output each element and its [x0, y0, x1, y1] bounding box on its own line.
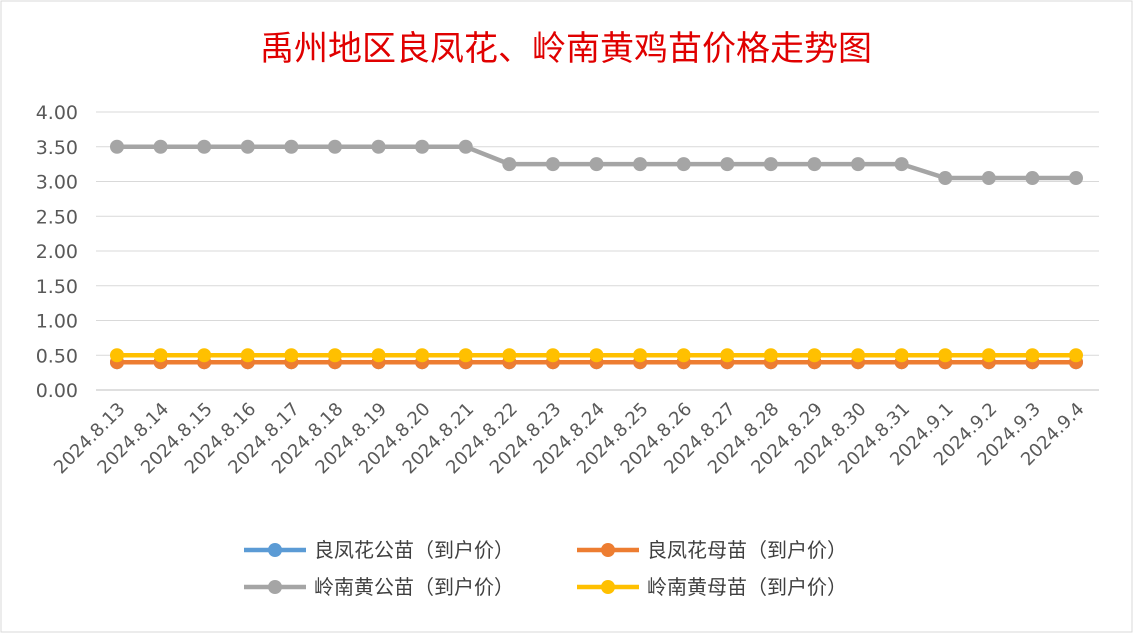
data-point — [197, 139, 212, 154]
data-point — [938, 171, 953, 186]
data-point — [676, 348, 691, 363]
data-point — [240, 139, 255, 154]
data-point — [1069, 171, 1083, 186]
data-point — [502, 348, 517, 363]
y-tick-label: 0.00 — [36, 380, 78, 402]
data-point — [589, 157, 604, 172]
series-line — [110, 139, 1083, 186]
chart-title: 禹州地区良凤花、岭南黄鸡苗价格走势图 — [260, 29, 872, 69]
data-point — [938, 348, 953, 363]
data-point — [327, 348, 342, 363]
legend-item: 良凤花母苗（到户价） — [577, 538, 847, 562]
legend-swatch-marker — [268, 543, 282, 557]
data-point — [284, 139, 299, 154]
data-point — [327, 139, 342, 154]
data-point — [371, 348, 386, 363]
data-point — [981, 348, 996, 363]
legend-swatch-marker — [601, 543, 615, 557]
data-point — [589, 348, 604, 363]
legend: 良凤花公苗（到户价） 良凤花母苗（到户价） 岭南黄公苗（到户价） 岭南黄母苗（到户价） — [244, 538, 847, 599]
data-point — [1025, 171, 1040, 186]
data-point — [851, 157, 866, 172]
data-point — [763, 348, 778, 363]
data-point — [240, 348, 255, 363]
data-point — [807, 157, 822, 172]
data-point — [851, 348, 866, 363]
y-tick-label: 2.50 — [36, 206, 78, 228]
legend-swatch-marker — [601, 580, 615, 594]
data-point — [676, 157, 691, 172]
data-point — [458, 348, 473, 363]
data-point — [502, 157, 517, 172]
data-point — [807, 348, 822, 363]
y-tick-label: 2.00 — [36, 241, 78, 263]
data-point — [763, 157, 778, 172]
data-point — [110, 348, 124, 363]
legend-label: 岭南黄公苗（到户价） — [314, 575, 514, 599]
data-point — [633, 157, 648, 172]
y-tick-label: 1.00 — [36, 311, 78, 333]
y-tick-label: 1.50 — [36, 276, 78, 298]
data-point — [197, 348, 212, 363]
legend-item: 良凤花公苗（到户价） — [244, 538, 514, 562]
series-layer — [110, 139, 1083, 370]
data-point — [720, 348, 735, 363]
data-point — [545, 348, 560, 363]
y-tick-label: 3.00 — [36, 172, 78, 194]
data-point — [153, 139, 168, 154]
data-point — [153, 348, 168, 363]
data-point — [894, 157, 909, 172]
data-point — [415, 139, 430, 154]
y-tick-label: 0.50 — [36, 345, 78, 367]
y-tick-label: 4.00 — [36, 102, 78, 124]
data-point — [415, 348, 430, 363]
legend-label: 良凤花公苗（到户价） — [314, 538, 514, 562]
y-tick-label: 3.50 — [36, 137, 78, 159]
data-point — [110, 139, 124, 154]
data-point — [458, 139, 473, 154]
data-point — [1025, 348, 1040, 363]
data-point — [981, 171, 996, 186]
series-line — [110, 348, 1083, 363]
legend-label: 良凤花母苗（到户价） — [647, 538, 847, 562]
data-point — [894, 348, 909, 363]
data-point — [720, 157, 735, 172]
data-point — [633, 348, 648, 363]
legend-swatch-marker — [268, 580, 282, 594]
data-point — [1069, 348, 1083, 363]
data-point — [545, 157, 560, 172]
y-axis-ticks: 0.00 0.50 1.00 1.50 2.00 2.50 3.00 3.50 4.00 — [36, 102, 78, 402]
data-point — [284, 348, 299, 363]
data-point — [371, 139, 386, 154]
legend-item: 岭南黄母苗（到户价） — [577, 575, 847, 599]
legend-item: 岭南黄公苗（到户价） — [244, 575, 514, 599]
legend-label: 岭南黄母苗（到户价） — [647, 575, 847, 599]
